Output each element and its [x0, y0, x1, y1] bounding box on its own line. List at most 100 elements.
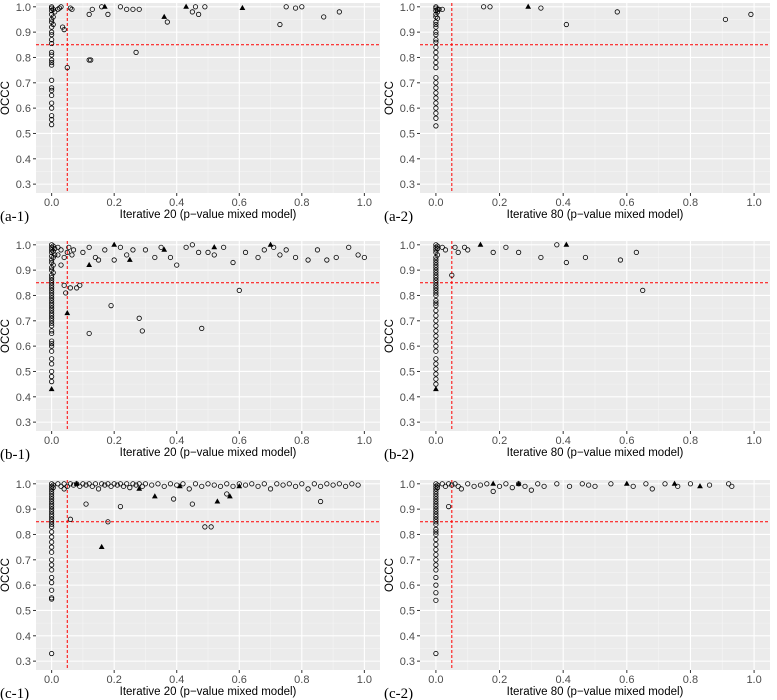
- panel-label: (a-1): [0, 209, 29, 225]
- data-point-circle: [49, 521, 55, 527]
- data-point-circle: [49, 267, 55, 273]
- data-point-circle: [49, 100, 55, 106]
- data-point-circle: [183, 244, 189, 250]
- data-point-circle: [70, 247, 77, 253]
- x-tick-label: 0.4: [169, 197, 184, 209]
- data-point-circle: [120, 483, 127, 489]
- data-point-circle: [86, 330, 92, 337]
- data-point-circle: [579, 481, 585, 487]
- data-point-circle: [706, 482, 713, 488]
- data-point-circle: [433, 249, 439, 255]
- data-point-circle: [58, 4, 64, 10]
- data-point-circle: [49, 264, 55, 271]
- data-point-circle: [433, 95, 439, 101]
- data-point-circle: [433, 123, 439, 129]
- y-tick-label: 1.0: [400, 479, 415, 491]
- data-point-circle: [321, 14, 327, 20]
- data-point-circle: [433, 338, 439, 344]
- data-point-circle: [528, 487, 534, 493]
- y-tick-label: 0.3: [16, 656, 31, 668]
- data-point-circle: [49, 516, 55, 522]
- data-point-circle: [77, 282, 83, 288]
- data-point-triangle: [697, 483, 703, 489]
- data-point-circle: [86, 481, 92, 487]
- data-point-triangle: [151, 493, 158, 499]
- data-point-circle: [566, 483, 573, 489]
- data-point-circle: [92, 481, 99, 487]
- panel-label: (a-2): [384, 209, 413, 225]
- data-point-circle: [49, 519, 55, 525]
- data-point-circle: [484, 481, 490, 487]
- data-point-triangle: [236, 483, 243, 489]
- data-point-circle: [433, 110, 439, 116]
- data-point-circle: [630, 483, 636, 489]
- data-point-circle: [433, 361, 439, 367]
- data-point-circle: [49, 313, 55, 319]
- data-point-triangle: [101, 3, 108, 9]
- data-point-circle: [729, 483, 735, 489]
- data-point-circle: [49, 290, 55, 296]
- x-tick-label: 0.2: [492, 435, 507, 447]
- data-point-circle: [311, 481, 317, 487]
- data-point-circle: [86, 57, 92, 63]
- data-point-circle: [130, 481, 136, 487]
- data-point-circle: [433, 290, 439, 296]
- data-point-circle: [49, 85, 55, 91]
- data-point-circle: [117, 244, 124, 250]
- data-point-circle: [433, 371, 439, 377]
- x-axis-title: Iterative 20 (p−value mixed model): [120, 447, 297, 459]
- data-point-circle: [355, 482, 361, 488]
- data-point-circle: [433, 488, 439, 494]
- data-point-circle: [283, 4, 289, 10]
- data-point-circle: [433, 257, 439, 263]
- y-axis-title: OCCC: [0, 319, 12, 353]
- data-point-circle: [675, 483, 681, 489]
- data-point-circle: [433, 277, 439, 283]
- data-point-circle: [208, 524, 214, 530]
- data-point-circle: [49, 59, 55, 66]
- data-point-circle: [49, 567, 55, 573]
- data-point-circle: [189, 242, 195, 248]
- data-point-circle: [49, 650, 55, 657]
- data-point-circle: [124, 481, 130, 487]
- data-point-circle: [433, 376, 439, 382]
- y-tick-label: 0.5: [16, 605, 31, 617]
- data-point-circle: [224, 491, 230, 497]
- data-point-circle: [133, 49, 139, 56]
- data-point-circle: [58, 483, 64, 489]
- data-point-circle: [171, 496, 177, 502]
- data-point-circle: [433, 343, 439, 349]
- data-point-circle: [49, 574, 55, 581]
- y-tick-label: 1.0: [400, 240, 415, 252]
- data-point-circle: [433, 491, 439, 497]
- data-point-circle: [455, 483, 461, 489]
- data-point-circle: [49, 242, 55, 248]
- data-point-triangle: [64, 310, 71, 316]
- data-point-circle: [49, 539, 55, 545]
- data-point-circle: [49, 511, 55, 517]
- data-point-circle: [433, 328, 439, 334]
- data-point-circle: [640, 287, 646, 293]
- data-point-circle: [433, 574, 439, 581]
- data-point-triangle: [98, 543, 105, 550]
- data-point-circle: [509, 484, 515, 491]
- data-point-circle: [86, 244, 92, 250]
- y-tick-label: 1.0: [16, 2, 31, 14]
- data-point-circle: [50, 270, 56, 276]
- data-point-circle: [117, 4, 124, 10]
- data-point-circle: [433, 511, 439, 517]
- x-tick-label: 1.0: [357, 197, 372, 209]
- data-point-circle: [49, 29, 55, 35]
- y-tick-label: 0.4: [400, 392, 415, 404]
- data-point-circle: [202, 524, 208, 530]
- data-point-circle: [67, 285, 74, 291]
- y-tick-label: 0.4: [16, 631, 31, 643]
- data-point-circle: [49, 368, 55, 375]
- y-tick-label: 0.3: [400, 656, 415, 668]
- data-point-circle: [314, 247, 321, 253]
- data-point-circle: [490, 249, 496, 255]
- data-point-circle: [433, 552, 439, 558]
- data-point-circle: [105, 481, 111, 487]
- data-point-triangle: [671, 480, 678, 486]
- data-point-circle: [503, 481, 509, 487]
